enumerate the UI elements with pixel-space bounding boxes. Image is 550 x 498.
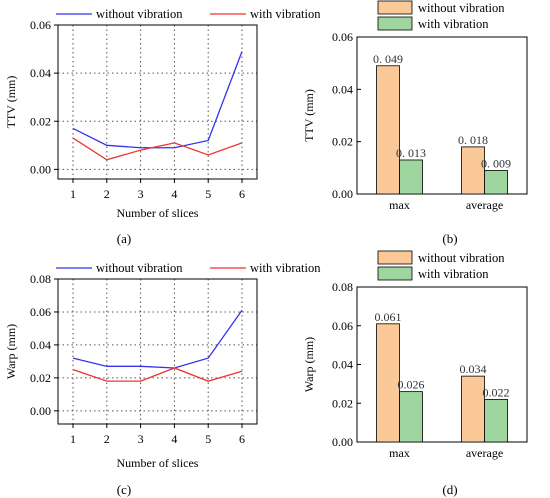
y-tick-label: 0.08 [332,280,353,294]
y-tick-label: 0.04 [332,82,353,96]
data-label: 0. 013 [396,146,426,160]
legend-swatch [377,0,413,15]
x-tick-label: 5 [205,187,211,201]
x-tick-label: 1 [70,432,76,446]
x-axis-label: Number of slices [117,456,199,470]
chart-c: 0.00 0.02 0.04 0.06 0.08 1 2 3 4 5 6 without vibrat… [4,261,321,497]
bar-average-with-vibration [484,398,508,443]
y-tick-label: 0.06 [30,18,51,32]
plot-frame [57,278,258,425]
panel-label: (d) [442,482,457,497]
series-line-with-vibration [72,137,243,161]
y-tick-label: 0.06 [30,305,51,319]
legend-label: with vibration [418,17,489,31]
bar-max-with-vibration [399,391,423,443]
y-tick-label: 0.00 [332,435,353,449]
y-axis-label: TTV (mm) [302,89,316,142]
series-line-without-vibration [72,309,243,369]
x-tick-label: 4 [171,432,177,446]
series-line-without-vibration [72,51,243,149]
data-label: 0.026 [398,378,425,392]
y-tick-label: 0.02 [332,396,353,410]
y-axis-label: Warp (mm) [4,324,18,379]
y-tick-label: 0.02 [30,114,51,128]
y-tick-label: 0.04 [30,338,51,352]
legend-label: with vibration [418,267,489,281]
legend-label: without vibration [418,251,505,265]
y-tick-label: 0.04 [30,66,51,80]
panel-label: (c) [117,482,131,497]
x-tick-label: average [466,446,503,460]
x-tick-label: 2 [104,432,110,446]
y-tick-label: 0.02 [332,135,353,149]
legend-swatch [377,16,413,31]
data-label: 0.034 [460,362,487,376]
data-label: 0. 049 [373,52,403,66]
x-tick-label: max [389,446,410,460]
x-tick-label: 6 [239,187,245,201]
y-axis-label: Warp (mm) [302,337,316,392]
y-tick-label: 0.00 [30,404,51,418]
plot-frame [57,24,258,180]
x-tick-label: 2 [104,187,110,201]
legend-swatch [377,250,413,265]
y-tick-label: 0.06 [332,30,353,44]
plot-frame [356,36,528,195]
bar-max-without-vibration [376,323,400,443]
bar-average-without-vibration [461,375,485,443]
legend-swatch [377,266,413,281]
y-tick-label: 0.00 [332,187,353,201]
x-tick-label: average [466,198,503,212]
legend-label: without vibration [418,1,505,15]
chart-b: 0.00 0.02 0.04 0.06 0. 049 0. 013 max 0. 018 0. … [302,0,528,246]
panel-label: (b) [442,231,457,246]
data-label: 0. 018 [458,133,488,147]
legend-label: without vibration [96,7,183,21]
y-tick-label: 0.08 [30,272,51,286]
panel-label: (a) [117,231,131,246]
chart-a: 0.00 0.02 0.04 0.06 1 2 3 4 5 6 without vibration w… [4,7,321,246]
y-tick-label: 0.02 [30,371,51,385]
bar-average-with-vibration [484,170,508,195]
legend-label: without vibration [96,261,183,275]
legend-label: with vibration [250,7,321,21]
x-tick-label: 4 [171,187,177,201]
x-axis-label: Number of slices [117,206,199,220]
x-tick-label: 3 [138,187,144,201]
chart-d: 0.00 0.02 0.04 0.06 0.08 0.061 0.026 max 0.034 0.… [302,250,528,497]
y-tick-label: 0.04 [332,358,353,372]
x-tick-label: max [389,198,410,212]
x-tick-label: 1 [70,187,76,201]
x-tick-label: 5 [205,432,211,446]
y-axis-label: TTV (mm) [4,76,18,129]
bar-max-without-vibration [376,65,400,195]
bar-max-with-vibration [399,159,423,195]
series-line-with-vibration [72,367,243,382]
data-label: 0.061 [375,310,402,324]
y-tick-label: 0.06 [332,319,353,333]
data-label: 0. 009 [481,156,511,170]
x-tick-label: 3 [138,432,144,446]
legend-label: with vibration [250,261,321,275]
x-tick-label: 6 [239,432,245,446]
y-tick-label: 0.00 [30,162,51,176]
data-label: 0.022 [483,385,510,399]
